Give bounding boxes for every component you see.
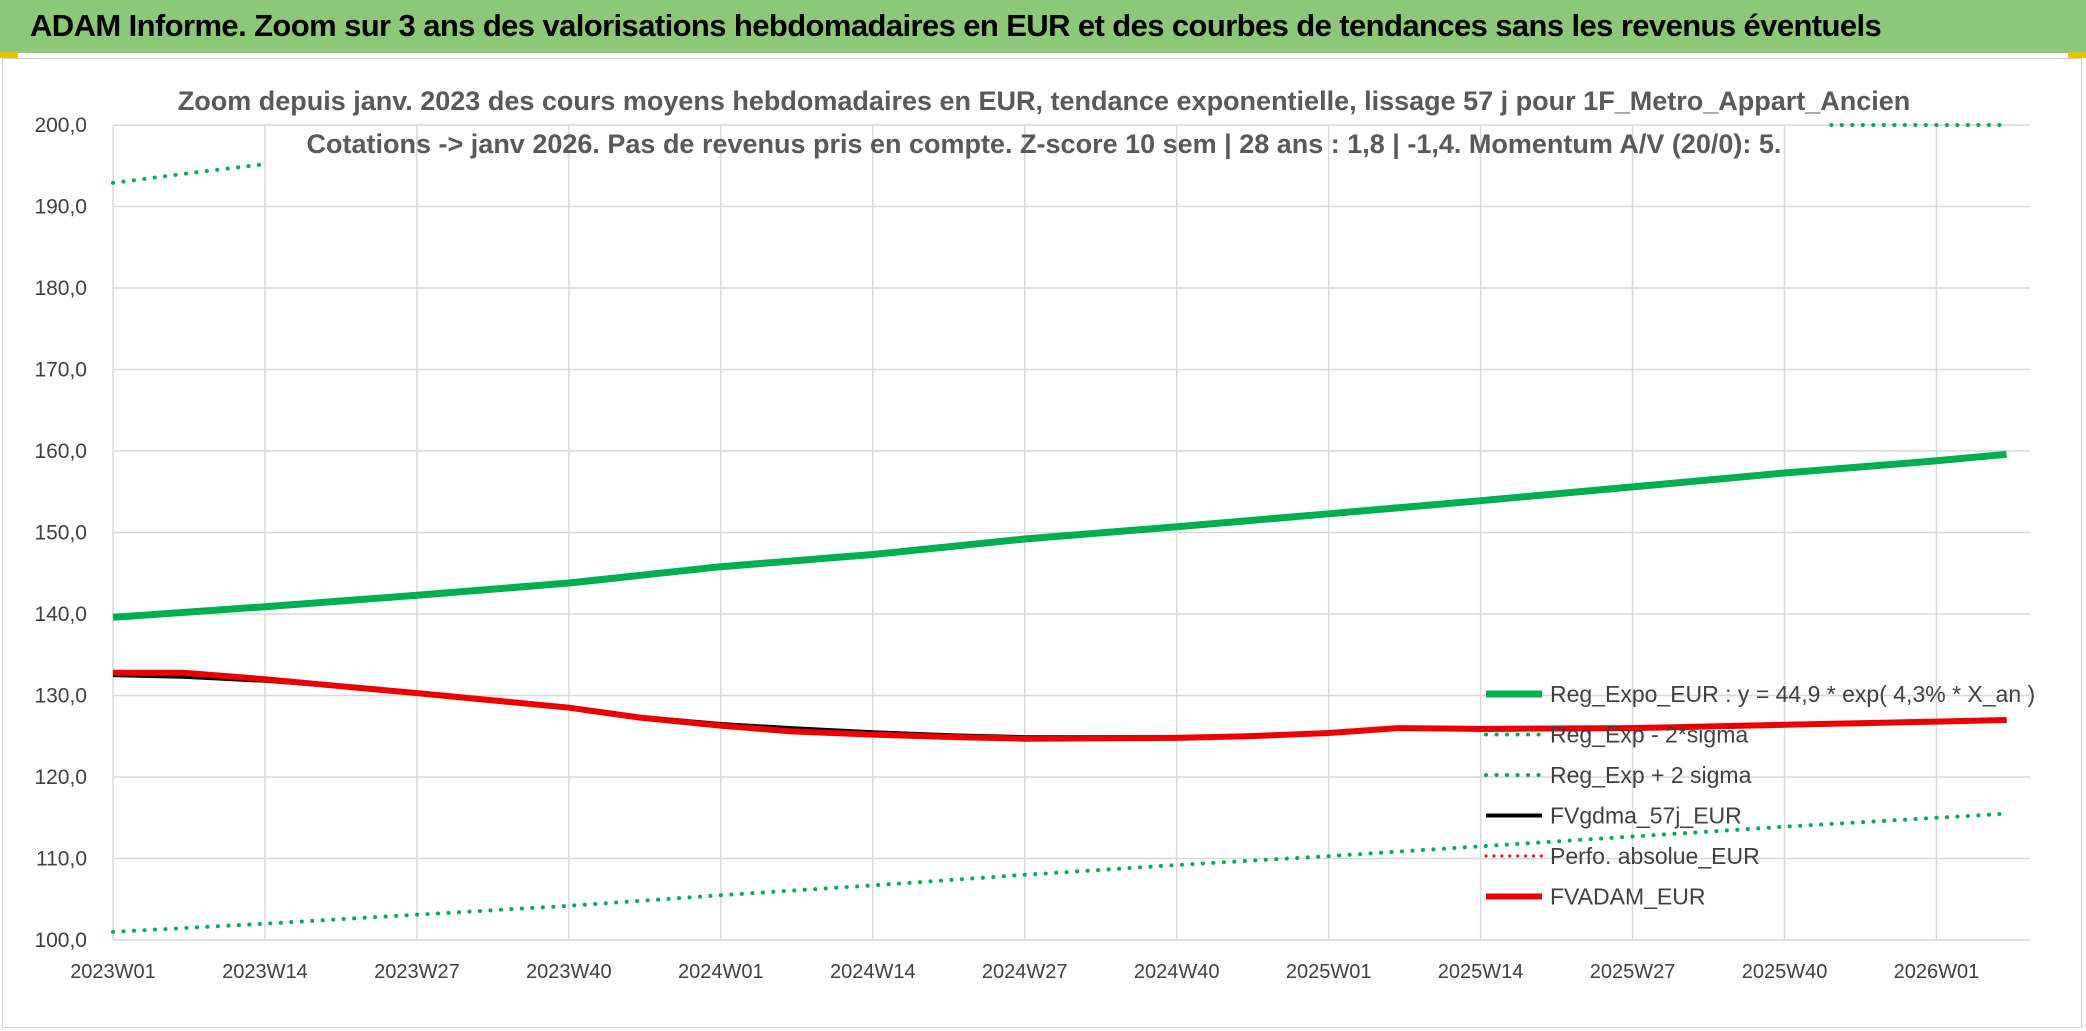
legend-item: FVADAM_EUR — [1486, 884, 1706, 910]
y-tick-label: 190,0 — [34, 196, 87, 219]
series-line — [112, 450, 2007, 621]
legend-item: Reg_Exp - 2*sigma — [1484, 722, 1748, 748]
x-tick-label: 2023W01 — [70, 961, 156, 983]
frame-corner-left — [0, 52, 18, 58]
y-tick-label: 120,0 — [34, 766, 87, 789]
series-layer — [111, 123, 2009, 934]
series-5 — [113, 669, 2007, 742]
x-tick-label: 2025W40 — [1742, 961, 1828, 983]
y-tick-label: 140,0 — [34, 603, 87, 626]
y-tick-label: 130,0 — [34, 685, 87, 708]
legend-label: Perfo. absolue_EUR — [1550, 843, 1760, 869]
x-tick-label: 2023W40 — [526, 961, 612, 983]
chart-title-line-2: Cotations -> janv 2026. Pas de revenus p… — [307, 129, 1782, 159]
x-tick-label: 2024W27 — [982, 961, 1068, 983]
legend-label: Reg_Exp + 2 sigma — [1550, 762, 1752, 788]
legend-item: FVgdma_57j_EUR — [1486, 803, 1742, 829]
legend-item: Perfo. absolue_EUR — [1484, 843, 1760, 869]
x-tick-label: 2024W01 — [678, 961, 764, 983]
legend-label: Reg_Exp - 2*sigma — [1550, 722, 1748, 748]
x-tick-label: 2023W14 — [222, 961, 308, 983]
legend-label: FVgdma_57j_EUR — [1550, 803, 1742, 829]
frame-corner-right — [2068, 52, 2086, 58]
series-0 — [112, 450, 2007, 621]
x-tick-label: 2024W14 — [830, 961, 916, 983]
x-tick-label: 2025W14 — [1438, 961, 1524, 983]
x-tick-label: 2025W01 — [1286, 961, 1372, 983]
y-tick-label: 170,0 — [34, 359, 87, 382]
legend-item: Reg_Expo_EUR : y = 44,9 * exp( 4,3% * X_… — [1486, 681, 2035, 707]
chart-frame — [2, 58, 2082, 1028]
legend-label: FVADAM_EUR — [1550, 884, 1706, 910]
series-line — [113, 669, 2007, 742]
y-tick-label: 150,0 — [34, 522, 87, 545]
y-tick-label: 160,0 — [34, 440, 87, 463]
report-title: ADAM Informe. Zoom sur 3 ans des valoris… — [30, 8, 1882, 43]
series-line — [111, 811, 2009, 934]
series-line — [111, 162, 267, 185]
y-axis-ticks: 100,0 110,0 120,0 130,0 140,0 150,0 160,0 170,0… — [34, 114, 87, 952]
series-1 — [111, 811, 2009, 934]
series-2 — [111, 123, 2009, 185]
x-tick-label: 2025W27 — [1590, 961, 1676, 983]
y-tick-label: 180,0 — [34, 277, 87, 300]
x-tick-label: 2023W27 — [374, 961, 460, 983]
chart-title-line-1: Zoom depuis janv. 2023 des cours moyens … — [178, 86, 1911, 116]
legend: Reg_Expo_EUR : y = 44,9 * exp( 4,3% * X_… — [1484, 681, 2035, 910]
x-tick-label: 2024W40 — [1134, 961, 1220, 983]
header-banner: ADAM Informe. Zoom sur 3 ans des valoris… — [0, 0, 2086, 56]
y-tick-label: 200,0 — [34, 114, 87, 137]
y-tick-label: 100,0 — [34, 929, 87, 952]
y-tick-label: 110,0 — [36, 848, 87, 871]
legend-item: Reg_Exp + 2 sigma — [1484, 762, 1752, 788]
legend-label: Reg_Expo_EUR : y = 44,9 * exp( 4,3% * X_… — [1550, 681, 2035, 707]
x-tick-label: 2026W01 — [1894, 961, 1980, 983]
x-axis-ticks: 2023W01 2023W14 2023W27 2023W40 2024W01 2024W… — [70, 961, 1979, 983]
